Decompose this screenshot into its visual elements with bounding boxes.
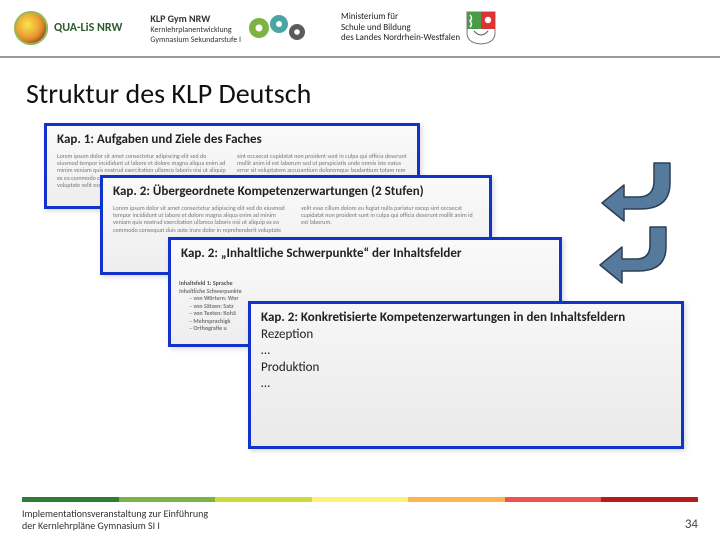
c4-l4: … xyxy=(261,376,671,392)
card-kap2-konkretisiert: Kap. 2: Konkretisierte Kompetenzerwartun… xyxy=(248,301,684,449)
ministry-text: Ministerium für Schule und Bildung des L… xyxy=(341,12,460,43)
slide-header: QUA-LiS NRW KLP Gym NRW Kernlehrplanentw… xyxy=(0,0,720,58)
klp-title: KLP Gym NRW xyxy=(150,12,241,25)
footer-l2: der Kernlehrpläne Gymnasium SI I xyxy=(22,520,208,532)
c4-l1: Rezeption xyxy=(261,327,671,343)
arrow-icon-bottom xyxy=(596,219,686,305)
card-kap2c-body: Rezeption … Produktion … xyxy=(261,327,671,392)
qualis-logo: QUA-LiS NRW xyxy=(14,11,122,45)
footer-text: Implementationsveranstaltung zur Einführ… xyxy=(22,508,208,532)
klp-text-block: KLP Gym NRW Kernlehrplanentwicklung Gymn… xyxy=(150,12,241,45)
diagram-canvas: Kap. 1: Aufgaben und Ziele des Faches Lo… xyxy=(0,123,720,461)
klp-sub1: Kernlehrplanentwicklung xyxy=(150,25,241,35)
ministry-logo: Ministerium für Schule und Bildung des L… xyxy=(341,11,496,45)
card-kap2c-title: Kap. 2: Konkretisierte Kompetenzerwartun… xyxy=(261,310,671,325)
c4-l3: Produktion xyxy=(261,360,671,376)
nrw-crest-icon xyxy=(466,11,496,45)
c4-l2: … xyxy=(261,343,671,359)
klp-logo: KLP Gym NRW Kernlehrplanentwicklung Gymn… xyxy=(150,10,313,46)
card-kap2b-title: Kap. 2: „Inhaltliche Schwerpunkte“ der I… xyxy=(181,246,549,261)
gears-icon xyxy=(247,10,313,46)
color-bar xyxy=(22,497,698,502)
card-kap1-title: Kap. 1: Aufgaben und Ziele des Faches xyxy=(57,132,407,147)
slide-footer: Implementationsveranstaltung zur Einführ… xyxy=(0,508,720,532)
slide-title: Struktur des KLP Deutsch xyxy=(0,58,720,123)
qualis-label: QUA-LiS NRW xyxy=(54,21,122,35)
ministry-l3: des Landes Nordrhein-Westfalen xyxy=(341,33,460,43)
page-number: 34 xyxy=(685,517,698,532)
qualis-circle-icon xyxy=(14,11,48,45)
card-kap2a-title: Kap. 2: Übergeordnete Kompetenzerwartung… xyxy=(113,184,479,199)
klp-sub2: Gymnasium Sekundarstufe I xyxy=(150,35,241,45)
